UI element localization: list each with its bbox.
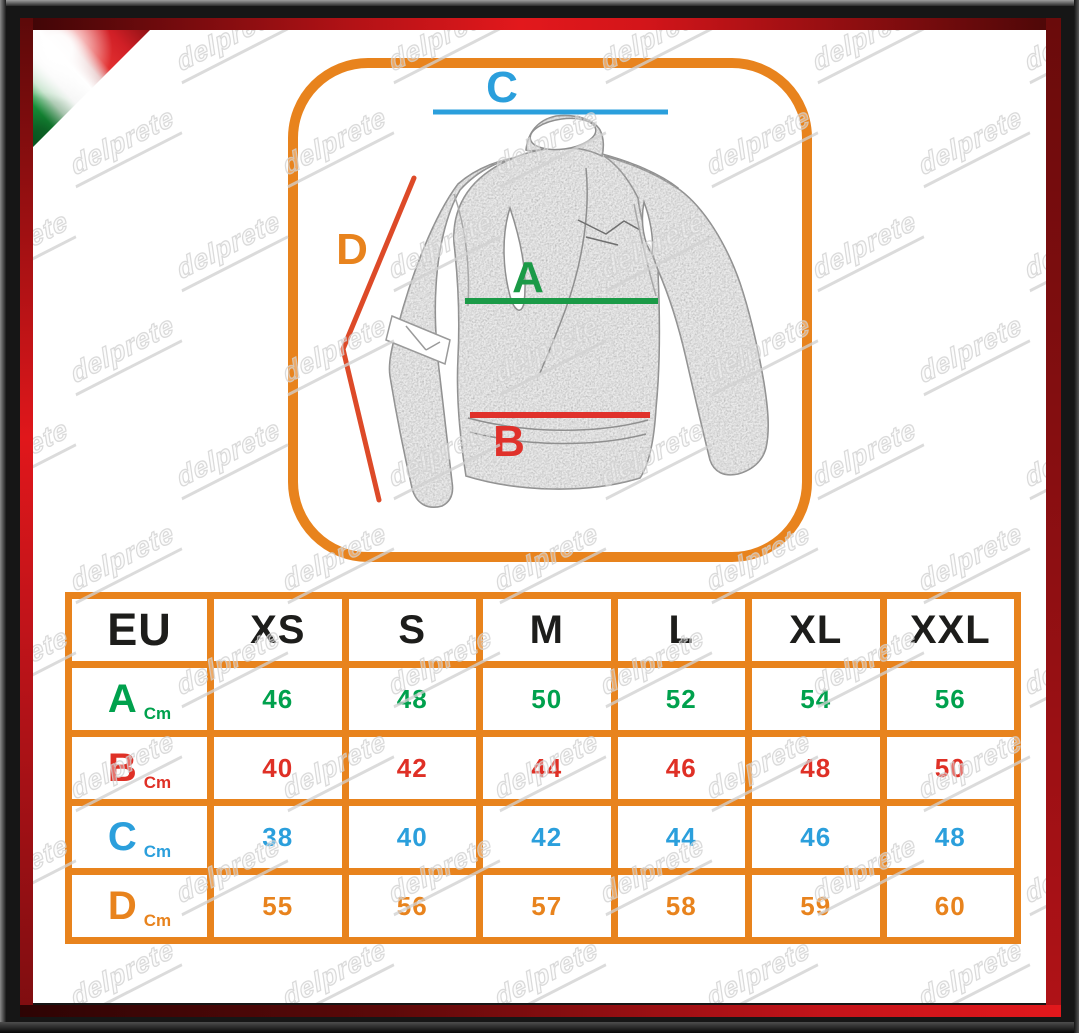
header-xxl: XXL [879,592,1021,668]
size-value-cell: 46 [207,661,349,737]
header-m: M [476,592,618,668]
table-row-b: B Cm 40 42 44 46 48 50 [65,730,1021,806]
jacket-details [385,117,657,445]
frame-top-highlight [0,0,1079,6]
table-row-a: A Cm 46 48 50 52 54 56 [65,661,1021,737]
row-label-d: D Cm [65,868,214,944]
size-value-cell: 58 [610,868,752,944]
size-value-cell: 55 [207,868,349,944]
size-value-cell: 38 [207,799,349,875]
watermark-text: delprete [64,99,183,189]
size-value-cell: 46 [610,730,752,806]
size-value-cell: 50 [476,661,618,737]
header-l: L [610,592,752,668]
watermark-text: delprete [806,203,925,293]
size-value-cell: 44 [610,799,752,875]
watermark-text: delprete [1018,203,1046,293]
watermark-text: delprete [912,99,1031,189]
table-row-c: C Cm 38 40 42 44 46 48 [65,799,1021,875]
frame-right-highlight [1074,0,1079,1033]
red-mat-left [20,18,33,1017]
red-mat-bottom [20,1005,1061,1017]
watermark-text: delprete [33,203,77,293]
size-value-cell: 42 [341,730,483,806]
size-value-cell: 54 [745,661,887,737]
watermark-text: delprete [64,307,183,397]
marker-letter-d: D [336,225,368,274]
size-value-cell: 40 [207,730,349,806]
measure-line-d [340,175,417,503]
size-value-cell: 56 [879,661,1021,737]
size-value-cell: 57 [476,868,618,944]
watermark-text: delprete [806,30,925,85]
watermark-text: delprete [1018,30,1046,85]
watermark-text: delprete [170,30,289,85]
italian-flag-icon [33,30,150,147]
size-value-cell: 48 [879,799,1021,875]
header-eu: EU [65,592,214,668]
watermark-text: delprete [64,515,183,605]
size-table: EU XS S M L XL XXL A Cm 46 48 50 52 54 56 [65,592,1021,944]
frame-left-highlight [0,0,6,1033]
watermark-text: delprete [912,515,1031,605]
watermark-text: delprete [33,411,77,501]
watermark-text: delprete [170,203,289,293]
size-value-cell: 44 [476,730,618,806]
marker-letter-b: B [493,417,525,466]
header-xs: XS [207,592,349,668]
table-row-d: D Cm 55 56 57 58 59 60 [65,868,1021,944]
row-label-b: B Cm [65,730,214,806]
watermark-text: delprete [806,411,925,501]
watermark-text: delprete [1018,619,1046,709]
row-label-a: A Cm [65,661,214,737]
size-value-cell: 46 [745,799,887,875]
size-value-cell: 40 [341,799,483,875]
measurement-diagram-box [288,58,812,562]
size-value-cell: 52 [610,661,752,737]
red-mat-top [20,18,1061,30]
red-mat-right [1046,18,1061,1017]
size-value-cell: 59 [745,868,887,944]
table-header-row: EU XS S M L XL XXL [65,592,1021,668]
watermark-text: delprete [912,307,1031,397]
size-value-cell: 48 [745,730,887,806]
jacket-measurement-diagram: C D A B [336,63,769,508]
frame-bottom-highlight [0,1022,1079,1033]
size-value-cell: 48 [341,661,483,737]
watermark-text: delprete [1018,827,1046,917]
size-value-cell: 42 [476,799,618,875]
watermark-text: delprete [1018,411,1046,501]
marker-letter-c: C [486,63,518,112]
size-value-cell: 60 [879,868,1021,944]
size-value-cell: 56 [341,868,483,944]
size-value-cell: 50 [879,730,1021,806]
marker-letter-a: A [512,253,544,302]
header-s: S [341,592,483,668]
header-xl: XL [745,592,887,668]
content-area: C D A B EU XS S M L XL XXL A Cm 46 [33,30,1046,1003]
watermark-text: delprete [170,411,289,501]
row-label-c: C Cm [65,799,214,875]
